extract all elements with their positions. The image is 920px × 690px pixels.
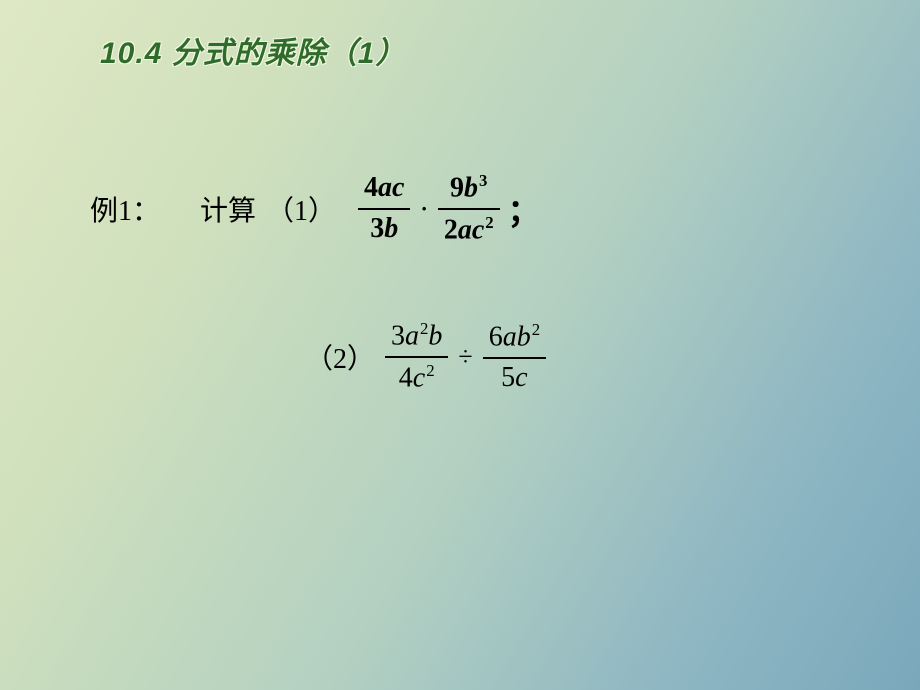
slide: 10.4 分式的乘除（1） 例1： 计算 （1） 4ac 3b · 9b3 2a… xyxy=(0,0,920,690)
fraction: 3a2b 4c2 xyxy=(385,318,448,396)
problem-1-index: （1） xyxy=(266,189,336,229)
fraction: 4ac 3b xyxy=(358,171,410,247)
fraction: 9b3 2ac2 xyxy=(438,170,500,248)
problem-1-expression: 4ac 3b · 9b3 2ac2 ； xyxy=(354,170,540,248)
example-label: 例1： xyxy=(90,189,160,229)
divide-op: ÷ xyxy=(458,342,472,372)
slide-body: 例1： 计算 （1） 4ac 3b · 9b3 2ac2 ； xyxy=(90,170,830,397)
multiply-op: · xyxy=(420,196,427,222)
problem-1-row: 例1： 计算 （1） 4ac 3b · 9b3 2ac2 ； xyxy=(90,170,830,248)
problem-2-index: （2） xyxy=(305,337,375,377)
problem-2-row: （2） 3a2b 4c2 ÷ 6ab2 5c xyxy=(90,318,830,396)
semicolon: ； xyxy=(508,186,540,232)
calc-label: 计算 xyxy=(200,189,256,229)
fraction: 6ab2 5c xyxy=(483,319,546,396)
problem-2-expression: 3a2b 4c2 ÷ 6ab2 5c xyxy=(381,318,550,396)
slide-title: 10.4 分式的乘除（1） xyxy=(100,28,406,72)
